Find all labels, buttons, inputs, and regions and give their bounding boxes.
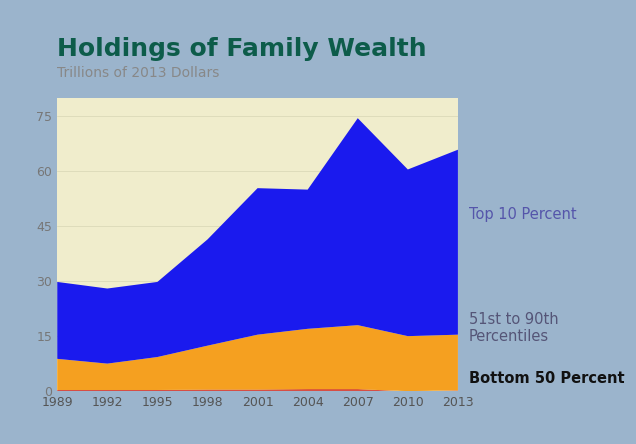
Text: 51st to 90th
Percentiles: 51st to 90th Percentiles bbox=[469, 312, 558, 344]
Text: Trillions of 2013 Dollars: Trillions of 2013 Dollars bbox=[57, 66, 219, 80]
Text: Top 10 Percent: Top 10 Percent bbox=[469, 207, 577, 222]
Text: Holdings of Family Wealth: Holdings of Family Wealth bbox=[57, 37, 427, 61]
Text: Bottom 50 Percent: Bottom 50 Percent bbox=[469, 372, 625, 386]
